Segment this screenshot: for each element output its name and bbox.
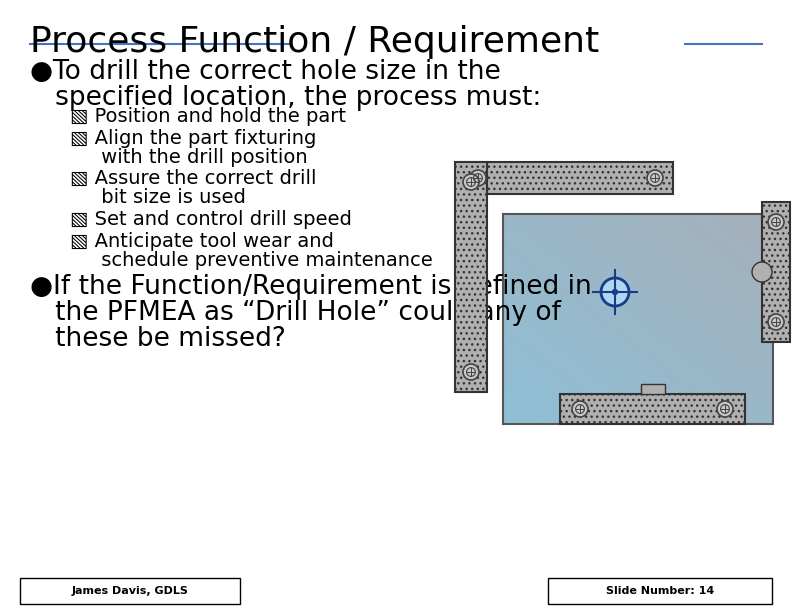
Text: James Davis, GDLS: James Davis, GDLS	[71, 586, 188, 596]
Text: with the drill position: with the drill position	[70, 148, 307, 167]
Text: bit size is used: bit size is used	[70, 188, 246, 207]
Text: these be missed?: these be missed?	[30, 326, 286, 352]
Bar	[503, 214, 773, 424]
Text: Slide Number: 14: Slide Number: 14	[606, 586, 714, 596]
Circle shape	[768, 314, 784, 330]
Circle shape	[572, 401, 588, 417]
Circle shape	[463, 174, 479, 190]
Text: ▧ Align the part fixturing: ▧ Align the part fixturing	[70, 129, 316, 148]
Text: ▧ Set and control drill speed: ▧ Set and control drill speed	[70, 210, 352, 229]
Circle shape	[647, 170, 663, 186]
Text: Process Function / Requirement: Process Function / Requirement	[30, 25, 600, 59]
Circle shape	[470, 170, 486, 186]
Circle shape	[768, 214, 784, 230]
Bar	[460, 162, 673, 194]
Circle shape	[612, 289, 618, 294]
Circle shape	[752, 262, 772, 282]
Bar	[455, 162, 487, 392]
Text: ▧ Position and hold the part: ▧ Position and hold the part	[70, 107, 346, 126]
Text: ▧ Anticipate tool wear and: ▧ Anticipate tool wear and	[70, 232, 334, 251]
Bar	[20, 578, 240, 604]
Text: ●To drill the correct hole size in the: ●To drill the correct hole size in the	[30, 59, 501, 85]
Circle shape	[717, 401, 733, 417]
Bar	[762, 202, 790, 342]
Text: specified location, the process must:: specified location, the process must:	[30, 85, 542, 111]
Text: ▧ Assure the correct drill: ▧ Assure the correct drill	[70, 169, 317, 188]
Bar	[560, 394, 745, 424]
Text: schedule preventive maintenance: schedule preventive maintenance	[70, 251, 432, 270]
Bar	[548, 578, 772, 604]
Text: ●If the Function/Requirement is defined in: ●If the Function/Requirement is defined …	[30, 274, 592, 300]
Bar	[641, 384, 664, 394]
Circle shape	[601, 278, 629, 306]
Circle shape	[463, 364, 479, 380]
Text: the PFMEA as “Drill Hole” could any of: the PFMEA as “Drill Hole” could any of	[30, 300, 561, 326]
